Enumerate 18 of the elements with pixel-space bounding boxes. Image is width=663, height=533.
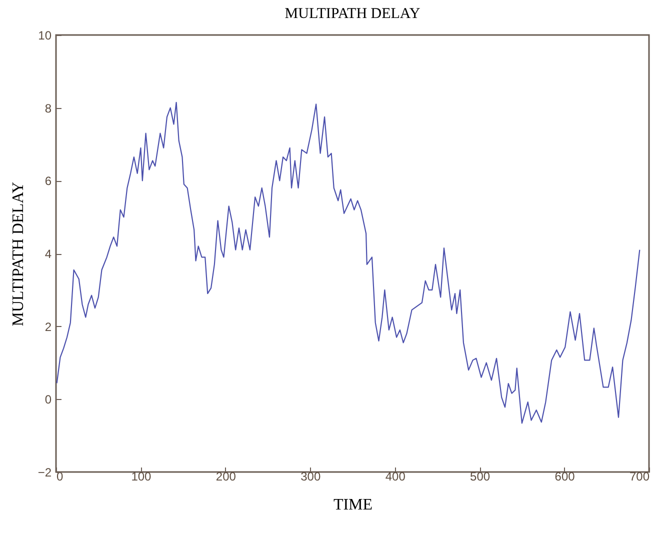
- y-tick-label: 0: [44, 392, 52, 407]
- y-tick-label: 2: [44, 320, 52, 334]
- y-tick-label: 6: [44, 174, 52, 188]
- x-tick-label: 300: [300, 470, 321, 484]
- y-tick-label: 4: [44, 247, 52, 261]
- y-tick-label: 10: [38, 28, 52, 42]
- x-tick-label: 400: [385, 470, 406, 484]
- y-tick-label: 8: [44, 101, 52, 116]
- x-tick-label: 100: [131, 470, 152, 484]
- x-tick-label: 600: [554, 470, 576, 484]
- x-tick-label: 200: [216, 470, 236, 484]
- y-tick-label: −2: [38, 466, 52, 480]
- y-axis-title: MULTIPATH DELAY: [10, 181, 27, 326]
- chart-title: MULTIPATH DELAY: [284, 6, 420, 22]
- x-tick-label: 700: [629, 470, 650, 484]
- x-tick-label: 500: [470, 470, 490, 484]
- line-series: [56, 102, 640, 424]
- x-axis-title: TIME: [333, 496, 373, 514]
